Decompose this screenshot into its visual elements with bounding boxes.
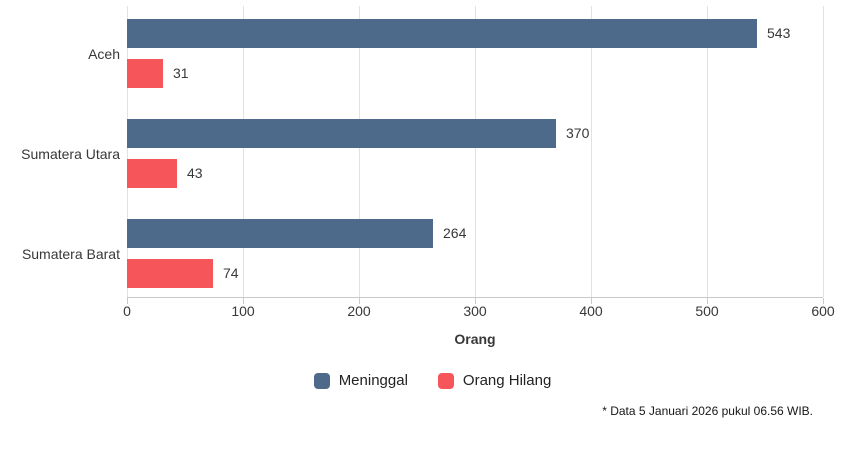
value-label: 43 xyxy=(187,165,203,181)
legend-item-orang-hilang[interactable]: Orang Hilang xyxy=(437,372,552,389)
x-tick-label-500: 500 xyxy=(695,303,719,319)
legend-swatch xyxy=(313,372,330,389)
bar-meninggal-0 xyxy=(127,19,757,48)
category-label-0: Aceh xyxy=(88,45,120,62)
footnote: * Data 5 Januari 2026 pukul 06.56 WIB. xyxy=(602,404,813,418)
gridline-400 xyxy=(591,6,592,297)
plot-area: 543 31 370 43 264 74 xyxy=(127,6,824,298)
value-label: 264 xyxy=(443,225,467,241)
legend-swatch xyxy=(437,372,454,389)
x-axis-title: Orang xyxy=(454,331,496,347)
bar-meninggal-2 xyxy=(127,219,433,248)
legend-item-meninggal[interactable]: Meninggal xyxy=(313,372,408,389)
value-label: 543 xyxy=(767,25,791,41)
x-tick-300 xyxy=(475,298,476,304)
x-tick-label-100: 100 xyxy=(231,303,255,319)
value-label: 74 xyxy=(223,265,239,281)
category-label-1: Sumatera Utara xyxy=(21,145,120,162)
gridline-0 xyxy=(127,6,128,297)
gridline-100 xyxy=(243,6,244,297)
x-tick-200 xyxy=(359,298,360,304)
bar-meninggal-1 xyxy=(127,119,556,148)
x-tick-500 xyxy=(707,298,708,304)
bar-orang-hilang-0 xyxy=(127,59,163,88)
gridline-600 xyxy=(823,6,824,297)
x-tick-label-600: 600 xyxy=(811,303,835,319)
gridline-500 xyxy=(707,6,708,297)
x-tick-100 xyxy=(243,298,244,304)
x-tick-label-300: 300 xyxy=(463,303,487,319)
legend: Meninggal Orang Hilang xyxy=(0,372,865,389)
x-tick-600 xyxy=(823,298,824,304)
gridline-300 xyxy=(475,6,476,297)
x-tick-label-400: 400 xyxy=(579,303,603,319)
bar-orang-hilang-1 xyxy=(127,159,177,188)
value-label: 370 xyxy=(566,125,590,141)
x-tick-0 xyxy=(127,298,128,304)
x-tick-400 xyxy=(591,298,592,304)
legend-label: Meninggal xyxy=(338,372,408,389)
gridline-200 xyxy=(359,6,360,297)
legend-label: Orang Hilang xyxy=(462,372,552,389)
x-tick-label-0: 0 xyxy=(123,303,131,319)
category-label-2: Sumatera Barat xyxy=(21,245,120,262)
bar-orang-hilang-2 xyxy=(127,259,213,288)
x-tick-label-200: 200 xyxy=(347,303,371,319)
value-label: 31 xyxy=(173,65,189,81)
